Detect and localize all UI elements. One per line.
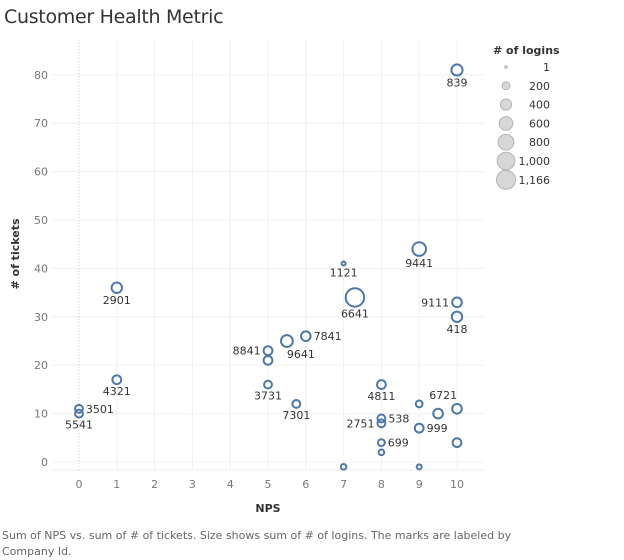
y-tick-label: 50 (34, 214, 48, 227)
data-point (432, 407, 444, 420)
x-tick-label: 7 (340, 478, 347, 491)
data-point (291, 398, 302, 409)
y-tick-label: 0 (41, 456, 48, 469)
data-label: 6721 (429, 389, 457, 402)
data-point (451, 437, 463, 449)
data-label: 8841 (233, 345, 261, 358)
data-label: 999 (427, 422, 448, 435)
data-point (74, 408, 84, 419)
data-label: 839 (447, 77, 468, 90)
data-label: 4321 (103, 385, 131, 398)
mark-labels: 839 9441 1121 6641 9111 418 2901 7841 9641 8841 43… (65, 77, 468, 450)
y-tick-label: 60 (34, 166, 48, 179)
data-point (263, 379, 273, 390)
legend-label: 200 (529, 80, 550, 93)
x-axis-title: NPS (255, 502, 280, 515)
y-tick-label: 10 (34, 408, 48, 421)
data-label: 1121 (330, 267, 358, 280)
y-tick-label: 70 (34, 117, 48, 130)
legend-size-circle (496, 169, 516, 190)
legend-size-circle (497, 133, 515, 151)
x-tick-label: 10 (450, 478, 464, 491)
data-point (450, 310, 464, 324)
data-point (376, 438, 386, 448)
legend-label: 1,166 (519, 174, 551, 187)
data-point (279, 334, 294, 348)
data-label: 2901 (103, 294, 131, 307)
x-tick-label: 1 (113, 478, 120, 491)
x-tick-label: 4 (227, 478, 234, 491)
legend-size-circle (504, 65, 508, 69)
legend-label: 600 (529, 117, 550, 130)
data-point (339, 463, 348, 471)
data-label: 699 (388, 437, 409, 450)
legend-size-circle (496, 151, 516, 171)
x-tick-label: 9 (416, 478, 423, 491)
data-point (450, 63, 464, 77)
chart-title: Customer Health Metric (4, 6, 224, 28)
data-point (376, 413, 387, 424)
data-point (411, 241, 428, 257)
x-tick-label: 0 (76, 478, 83, 491)
y-tick-label: 80 (34, 69, 48, 82)
chart-caption: Sum of NPS vs. sum of # of tickets. Size… (2, 529, 512, 558)
y-axis-title: # of tickets (9, 218, 22, 290)
y-tick-label: 20 (34, 359, 48, 372)
data-point (262, 354, 274, 366)
data-point (299, 330, 312, 342)
data-point (414, 399, 424, 409)
data-point (344, 287, 366, 308)
grid-lines (52, 40, 484, 470)
legend-size-circle (501, 81, 511, 91)
legend-label: 800 (529, 136, 550, 149)
data-label: 7301 (282, 409, 310, 422)
x-tick-label: 3 (189, 478, 196, 491)
axes: 0 10 20 30 40 50 60 70 80 0 1 2 3 4 5 6 7 8 9 10 NPS # of tic… (9, 69, 484, 515)
size-legend: # of logins 1 200 400 600 800 1,000 1,166 (493, 44, 560, 190)
data-point (340, 260, 347, 267)
data-label: 5541 (65, 419, 93, 432)
data-point (415, 463, 423, 471)
data-point (377, 448, 386, 457)
data-point (376, 418, 387, 429)
y-tick-label: 40 (34, 262, 48, 275)
x-tick-label: 5 (265, 478, 272, 491)
data-label: 9441 (405, 257, 433, 270)
data-point (111, 374, 123, 386)
data-label: 538 (388, 412, 409, 425)
data-point (74, 403, 84, 414)
data-label: 3501 (86, 403, 114, 416)
data-label: 9111 (421, 296, 449, 309)
data-label: 9641 (287, 348, 315, 361)
data-point (451, 296, 463, 309)
x-tick-label: 2 (151, 478, 158, 491)
legend-label: 400 (529, 99, 550, 112)
data-point (376, 379, 387, 390)
data-point (110, 281, 124, 294)
marks (74, 63, 464, 471)
data-label: 7841 (314, 330, 342, 343)
data-label: 4811 (367, 390, 395, 403)
legend-size-circle (498, 116, 514, 131)
data-point (451, 402, 463, 415)
legend-label: 1,000 (519, 155, 551, 168)
legend-label: 1 (543, 61, 550, 74)
data-label: 3731 (254, 389, 282, 402)
data-point (413, 422, 425, 434)
data-label: 418 (447, 323, 468, 336)
y-tick-label: 30 (34, 311, 48, 324)
x-tick-label: 6 (302, 478, 309, 491)
legend-size-circle (499, 98, 513, 111)
legend-title: # of logins (493, 44, 560, 57)
data-label: 6641 (341, 308, 369, 321)
x-tick-label: 8 (378, 478, 385, 491)
data-label: 2751 (346, 417, 374, 430)
